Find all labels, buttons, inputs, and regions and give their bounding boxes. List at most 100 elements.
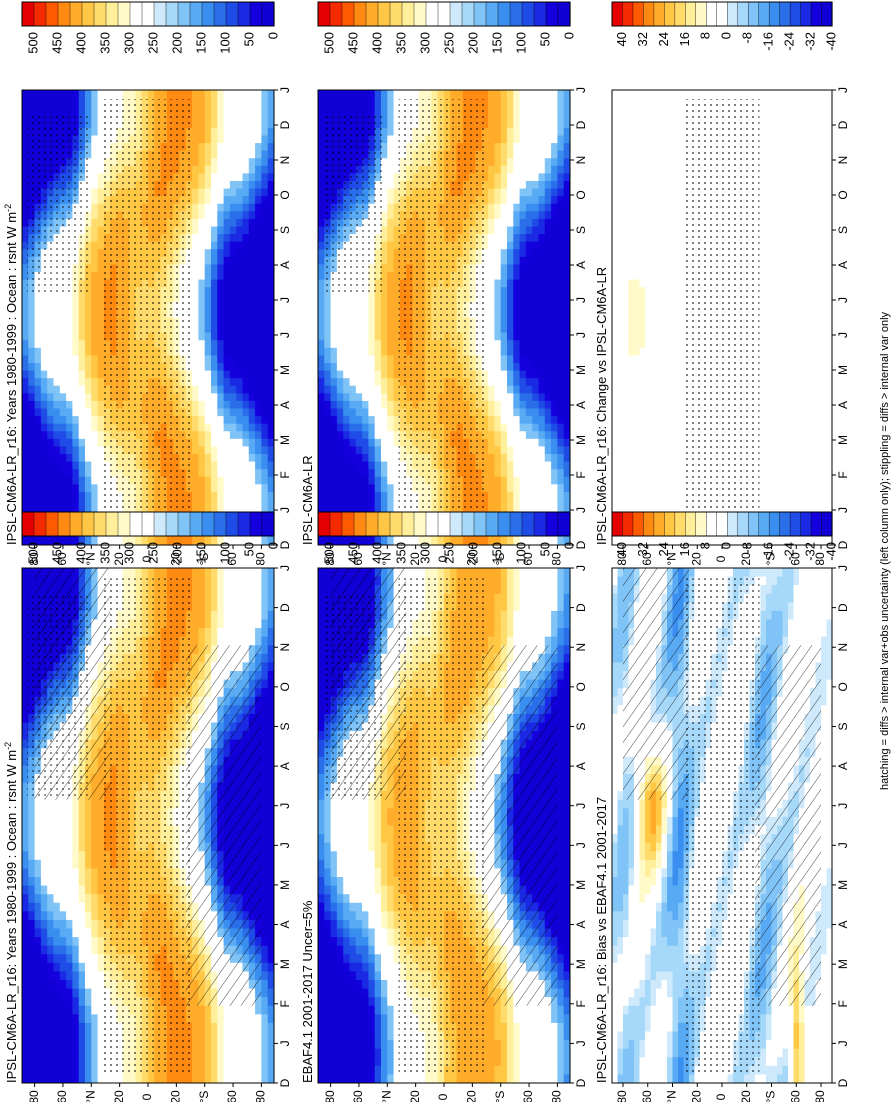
cell <box>343 842 351 852</box>
cell <box>563 782 570 792</box>
cell <box>318 1074 325 1083</box>
cell <box>563 636 570 646</box>
cell <box>330 816 338 827</box>
cell <box>47 911 55 921</box>
cell <box>40 919 48 930</box>
cell <box>381 894 388 904</box>
cell <box>72 1065 80 1076</box>
cell <box>34 851 42 861</box>
cell <box>47 962 55 973</box>
cell <box>40 980 48 990</box>
cell <box>318 774 325 784</box>
cell <box>166 1074 174 1083</box>
cell <box>28 980 36 990</box>
cell <box>28 894 36 904</box>
cell <box>507 1057 514 1067</box>
cell <box>538 1074 546 1083</box>
cell <box>324 1048 332 1058</box>
cell <box>532 1065 540 1076</box>
cell <box>617 696 624 706</box>
cell <box>72 945 80 955</box>
cell <box>343 1065 351 1076</box>
cell <box>612 1065 619 1076</box>
cell <box>368 825 376 835</box>
cell <box>248 1048 256 1058</box>
cell <box>122 568 130 578</box>
cell <box>22 834 29 844</box>
cell <box>519 593 527 603</box>
cell <box>22 628 29 638</box>
cell <box>355 1065 363 1076</box>
cell <box>204 1057 212 1067</box>
cell <box>557 653 565 664</box>
cell <box>563 696 570 706</box>
cell <box>267 997 274 1007</box>
cell <box>318 834 325 844</box>
cell <box>267 602 274 612</box>
cell <box>261 705 269 715</box>
cell <box>544 1048 552 1058</box>
cell <box>494 1022 502 1033</box>
cell <box>368 1065 376 1076</box>
cell <box>261 602 269 612</box>
cell <box>368 894 376 904</box>
cell <box>78 1014 86 1024</box>
cell <box>47 1014 55 1024</box>
cell <box>612 808 619 818</box>
cell <box>78 1005 86 1015</box>
cell <box>494 568 502 578</box>
cell <box>399 1074 407 1083</box>
cell <box>267 1022 274 1033</box>
cell <box>198 576 206 586</box>
cell <box>563 988 570 998</box>
cell <box>355 937 363 947</box>
cell <box>336 1057 344 1067</box>
cell <box>532 636 540 646</box>
cell <box>261 842 269 852</box>
cell <box>612 1048 619 1058</box>
cell <box>362 902 369 912</box>
cell <box>563 619 570 629</box>
cell <box>343 980 351 990</box>
cell <box>532 1031 540 1041</box>
cell <box>393 894 401 904</box>
cell <box>374 877 382 887</box>
cell <box>330 1005 338 1015</box>
cell <box>324 937 332 947</box>
cell <box>349 859 357 870</box>
cell <box>28 1031 36 1041</box>
cell <box>488 576 495 586</box>
cell <box>563 705 570 715</box>
cell <box>513 619 521 629</box>
cell <box>330 971 338 981</box>
cell <box>525 602 533 612</box>
cell <box>494 636 502 646</box>
cell <box>267 842 274 852</box>
cell <box>34 816 42 827</box>
cell <box>563 937 570 947</box>
cell <box>59 825 67 835</box>
cell <box>192 1057 199 1067</box>
cell <box>97 971 105 981</box>
cell <box>22 988 29 998</box>
cell <box>40 902 48 912</box>
lat-label: 80 <box>27 1090 41 1102</box>
cell <box>374 1048 382 1058</box>
cell <box>91 859 99 870</box>
field-p2 <box>318 568 570 1083</box>
cell <box>211 1065 218 1076</box>
cell <box>393 971 401 981</box>
cell <box>97 1022 105 1033</box>
cell <box>513 1074 521 1083</box>
cell <box>330 1048 338 1058</box>
cell <box>267 808 274 818</box>
cell <box>355 919 363 930</box>
cell <box>59 1074 67 1083</box>
cell <box>500 602 508 612</box>
cell <box>532 593 540 603</box>
cell <box>211 602 218 612</box>
cell <box>66 799 73 809</box>
cell <box>507 1005 514 1015</box>
cell <box>544 1005 552 1015</box>
cell <box>28 919 36 930</box>
